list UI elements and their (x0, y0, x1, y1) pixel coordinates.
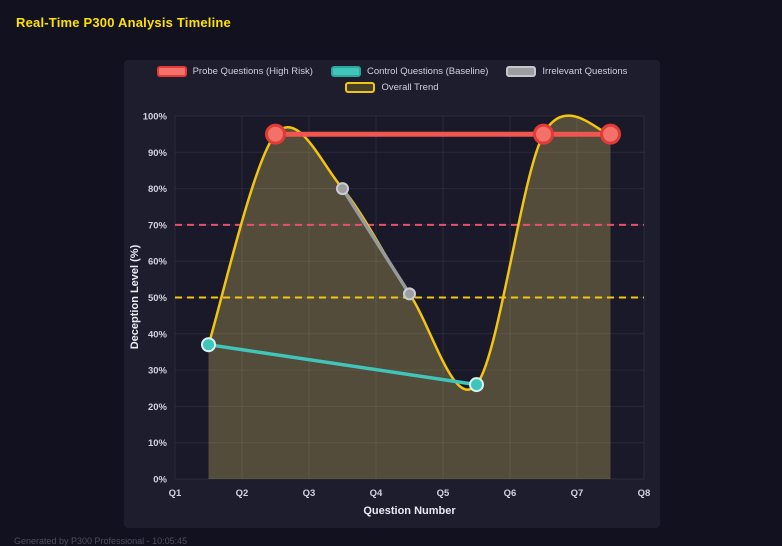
legend-row: Overall Trend (124, 82, 660, 93)
svg-text:100%: 100% (143, 112, 168, 123)
chart-panel: Probe Questions (High Risk) Control Quest… (124, 60, 660, 528)
svg-text:Q8: Q8 (638, 488, 651, 499)
legend-label: Irrelevant Questions (542, 66, 628, 77)
svg-text:0%: 0% (153, 475, 167, 486)
y-axis-title: Deception Level (%) (129, 244, 141, 350)
svg-text:30%: 30% (148, 366, 168, 377)
legend-swatch-icon (330, 66, 361, 77)
legend-item[interactable]: Irrelevant Questions (506, 66, 627, 77)
svg-text:70%: 70% (148, 220, 168, 231)
svg-text:40%: 40% (148, 329, 168, 340)
svg-text:60%: 60% (148, 257, 168, 268)
svg-text:Q4: Q4 (370, 488, 383, 499)
legend-item[interactable]: Overall Trend (345, 82, 439, 93)
svg-text:10%: 10% (148, 438, 168, 449)
svg-text:Q7: Q7 (571, 488, 584, 499)
svg-text:Q6: Q6 (504, 488, 517, 499)
svg-text:90%: 90% (148, 148, 168, 159)
svg-text:50%: 50% (148, 293, 168, 304)
legend-label: Control Questions (Baseline) (366, 66, 489, 77)
svg-text:Q5: Q5 (437, 488, 450, 499)
svg-text:Q3: Q3 (303, 488, 316, 499)
legend-label: Overall Trend (381, 82, 439, 93)
legend-row: Probe Questions (High Risk) Control Quest… (124, 66, 660, 77)
legend-swatch-icon (345, 82, 376, 93)
legend-item[interactable]: Probe Questions (High Risk) (156, 66, 313, 77)
svg-text:20%: 20% (148, 402, 168, 413)
legend-swatch-icon (156, 66, 187, 77)
plot-svg[interactable]: Q1 Q2 Q3 Q4 Q5 Q6 Q7 Q8 0% 10% 20% 30% 40% 50% 60% 70% 8… (124, 104, 660, 504)
page-title: Real-Time P300 Analysis Timeline (16, 15, 231, 30)
svg-text:80%: 80% (148, 184, 168, 195)
chart-legend: Probe Questions (High Risk) Control Quest… (124, 66, 660, 98)
x-axis-title: Question Number (363, 505, 456, 517)
legend-item[interactable]: Control Questions (Baseline) (330, 66, 489, 77)
svg-text:Q1: Q1 (169, 488, 182, 499)
footer-text: Generated by P300 Professional - 10:05:4… (14, 536, 188, 546)
legend-swatch-icon (506, 66, 537, 77)
svg-text:Q2: Q2 (236, 488, 249, 499)
legend-label: Probe Questions (High Risk) (192, 66, 313, 77)
